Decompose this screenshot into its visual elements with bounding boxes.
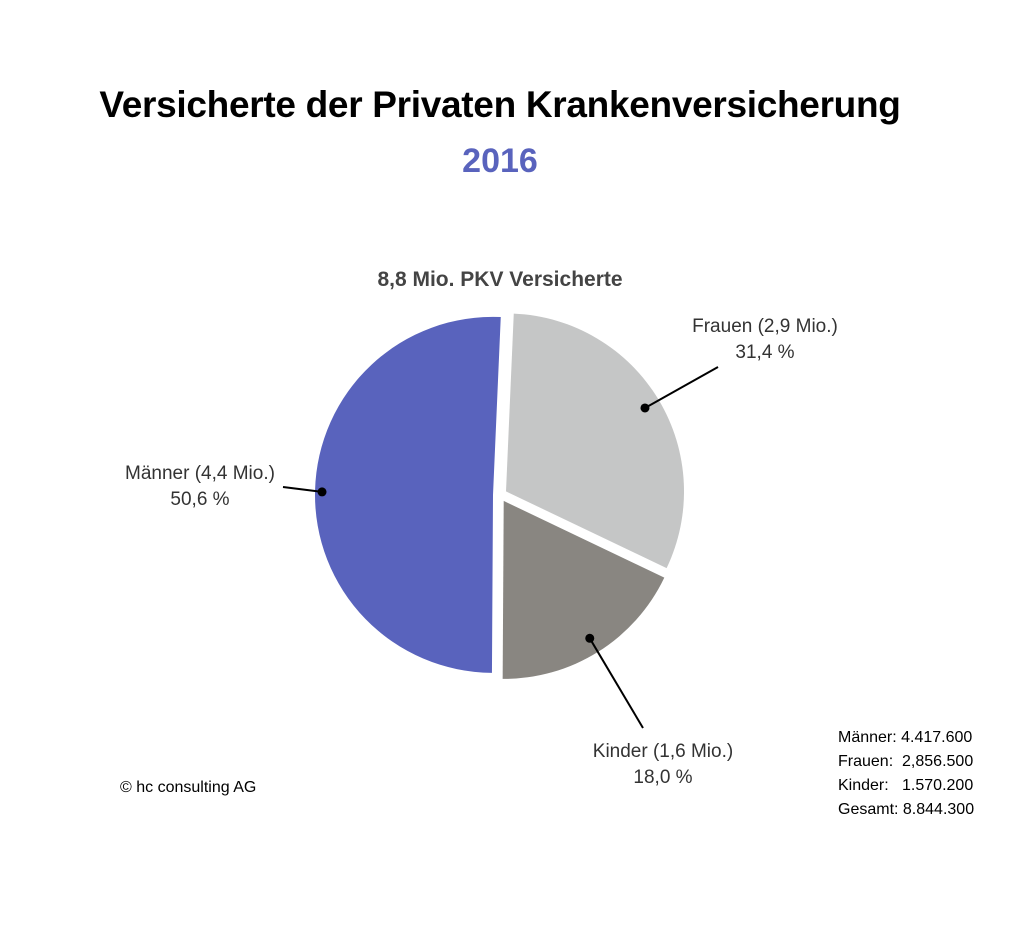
leader-line-kinder <box>588 637 644 729</box>
totals-box: Männer: 4.417.600 Frauen: 2,856.500 Kind… <box>838 726 974 822</box>
copyright: © hc consulting AG <box>120 779 257 796</box>
label-maenner: Männer (4,4 Mio.) 50,6 % <box>100 461 300 513</box>
label-kinder-name: Kinder (1,6 Mio.) <box>592 741 734 762</box>
leader-line-frauen <box>644 366 719 409</box>
leader-line-männer <box>282 486 323 493</box>
label-frauen-percent: 31,4 % <box>735 342 795 363</box>
leader-dot-männer <box>317 487 327 497</box>
label-kinder: Kinder (1,6 Mio.) 18,0 % <box>558 739 768 791</box>
pie-slice-frauen <box>506 313 685 569</box>
label-maenner-percent: 50,6 % <box>170 489 230 510</box>
label-kinder-percent: 18,0 % <box>633 767 693 788</box>
pie-slice-männer <box>315 316 501 673</box>
label-frauen: Frauen (2,9 Mio.) 31,4 % <box>660 314 870 366</box>
label-frauen-name: Frauen (2,9 Mio.) <box>692 316 838 337</box>
page-title: Versicherte der Privaten Krankenversiche… <box>99 84 901 125</box>
leader-dot-frauen <box>640 403 650 413</box>
leader-dot-kinder <box>585 633 595 643</box>
label-maenner-name: Männer (4,4 Mio.) <box>125 463 275 484</box>
total-kinder: Kinder: 1.570.200 <box>838 777 974 794</box>
year-subtitle: 2016 <box>462 142 538 180</box>
total-gesamt: Gesamt: 8.844.300 <box>838 801 975 818</box>
total-maenner: Männer: 4.417.600 <box>838 729 973 746</box>
chart-title: 8,8 Mio. PKV Versicherte <box>377 268 623 291</box>
total-frauen: Frauen: 2,856.500 <box>838 753 974 770</box>
pie-slice-kinder <box>502 500 665 679</box>
